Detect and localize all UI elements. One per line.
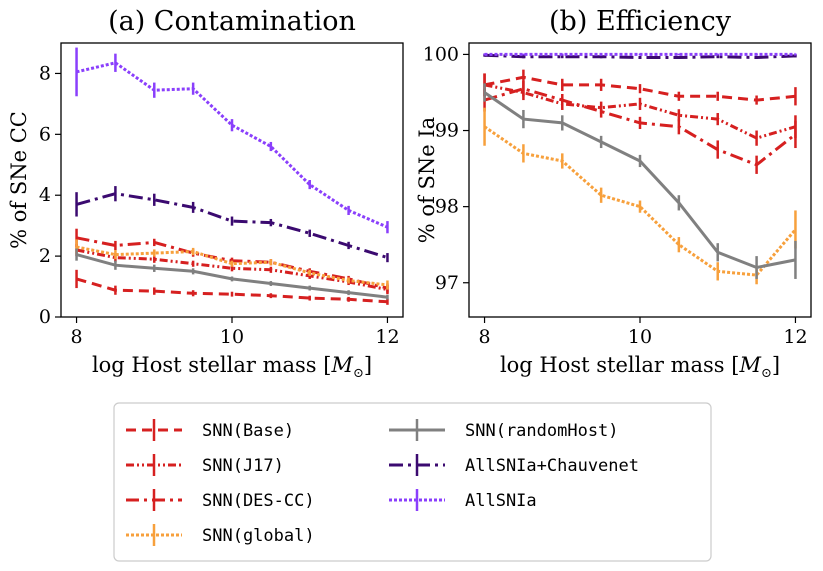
series-allsnia-a — [75, 47, 389, 234]
series-group-a — [75, 47, 389, 305]
ylabel-b: % of SNe Ia — [415, 117, 439, 243]
series-line-snn-global-b — [483, 125, 797, 277]
legend-entry-snn-global: SNN(global) — [126, 524, 315, 546]
series-allsnia-chauvenet-a — [75, 186, 389, 263]
legend-entry-snn-base: SNN(Base) — [126, 419, 294, 441]
xtick-label: 8 — [478, 326, 490, 348]
legend-label: SNN(DES-CC) — [202, 491, 315, 511]
xtick-label: 10 — [628, 326, 652, 348]
series-line-snn-global-a — [76, 245, 388, 287]
xtick-label: 10 — [220, 326, 244, 348]
panel-contamination: (a) Contamination 8 10 12 0 2 4 6 8 % of SNe CC… — [7, 6, 404, 381]
legend-box — [113, 402, 712, 562]
ticks-a: 8 10 12 0 2 4 6 8 — [39, 62, 400, 348]
legend-label: AllSNIa — [465, 491, 537, 511]
xtick-label: 12 — [783, 326, 807, 348]
legend-entry-allsnia: AllSNIa — [389, 489, 537, 511]
legend-label: SNN(J17) — [202, 456, 284, 476]
legend-label: SNN(randomHost) — [465, 421, 619, 441]
ytick-label: 4 — [39, 184, 51, 206]
legend-entries: SNN(Base) SNN(J17) SNN(DES-CC) SNN(global) S… — [126, 419, 639, 546]
xlabel-b: log Host stellar mass [M⊙] — [500, 353, 780, 381]
xtick-label: 12 — [375, 326, 399, 348]
ytick-label: 100 — [423, 43, 459, 65]
series-snn-global-a — [75, 239, 389, 290]
legend-label: SNN(global) — [202, 526, 315, 546]
series-snn-randomhost-b — [483, 83, 797, 279]
series-group-b — [483, 52, 797, 285]
series-line-snn-base-b — [484, 75, 796, 102]
ytick-label: 8 — [39, 62, 51, 84]
chart-title-b: (b) Efficiency — [549, 6, 732, 37]
ytick-label: 2 — [39, 245, 51, 267]
legend-entry-allsnia-chauvenet: AllSNIa+Chauvenet — [389, 454, 639, 476]
ticks-b: 8 10 12 97 98 99 100 — [423, 43, 808, 348]
series-line-allsnia-a — [76, 61, 389, 229]
ytick-label: 97 — [435, 272, 459, 294]
ytick-label: 98 — [435, 196, 459, 218]
series-snn-base-b — [483, 69, 797, 106]
chart-title-a: (a) Contamination — [108, 6, 356, 37]
panel-efficiency: (b) Efficiency 8 10 12 97 98 99 100 % of SNe I… — [415, 6, 812, 381]
series-snn-global-b — [483, 107, 797, 285]
plot-frame-a — [60, 42, 404, 318]
ylabel-a: % of SNe CC — [7, 111, 31, 249]
series-allsnia-b — [483, 52, 797, 56]
legend-entry-snn-randomhost: SNN(randomHost) — [389, 419, 619, 441]
legend-entry-snn-des-cc: SNN(DES-CC) — [126, 489, 315, 511]
legend-label: AllSNIa+Chauvenet — [465, 456, 639, 476]
ytick-label: 99 — [435, 120, 459, 142]
xtick-label: 8 — [70, 326, 82, 348]
ytick-label: 6 — [39, 123, 51, 145]
series-snn-j17-a — [75, 243, 389, 295]
ytick-label: 0 — [39, 306, 51, 328]
legend-label: SNN(Base) — [202, 421, 294, 441]
xlabel-a: log Host stellar mass [M⊙] — [92, 353, 372, 381]
legend-entry-snn-j17: SNN(J17) — [126, 454, 284, 476]
series-snn-base-a — [75, 269, 389, 305]
legend: SNN(Base) SNN(J17) SNN(DES-CC) SNN(global) S… — [113, 402, 712, 562]
series-snn-randomhost-a — [75, 248, 389, 300]
series-line-snn-base-a — [76, 277, 388, 304]
